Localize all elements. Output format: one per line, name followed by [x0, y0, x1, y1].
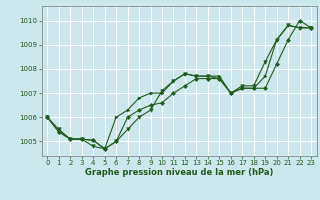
X-axis label: Graphe pression niveau de la mer (hPa): Graphe pression niveau de la mer (hPa)	[85, 168, 273, 177]
